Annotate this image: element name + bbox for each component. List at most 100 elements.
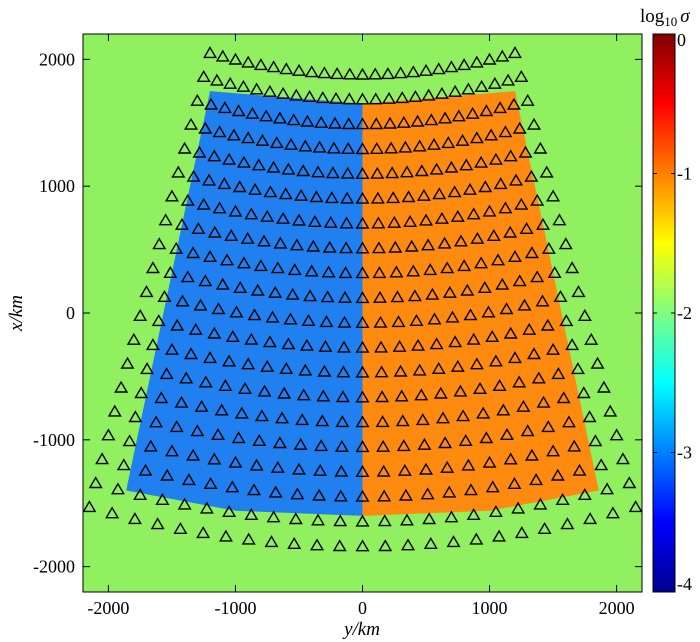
station-marker — [139, 285, 154, 298]
station-marker — [257, 384, 272, 397]
station-marker — [286, 113, 301, 126]
station-marker — [260, 209, 275, 222]
station-marker — [553, 290, 568, 302]
station-marker — [207, 452, 222, 465]
station-marker — [519, 222, 534, 235]
station-marker — [466, 508, 481, 520]
station-marker — [507, 46, 522, 59]
station-marker — [122, 434, 137, 447]
station-marker — [551, 367, 566, 380]
station-marker — [266, 510, 281, 523]
station-marker — [149, 415, 164, 428]
station-marker — [432, 187, 447, 200]
station-marker — [164, 189, 179, 202]
station-marker — [312, 140, 327, 153]
station-marker — [512, 375, 527, 388]
station-marker — [393, 66, 408, 79]
station-marker — [558, 237, 573, 250]
station-marker — [321, 265, 336, 278]
station-marker — [317, 364, 332, 377]
station-marker — [499, 302, 514, 315]
station-marker — [355, 191, 370, 204]
station-marker — [217, 177, 232, 190]
station-marker — [397, 463, 412, 476]
station-marker — [114, 380, 129, 393]
station-marker — [291, 213, 307, 226]
station-marker — [431, 62, 446, 75]
station-marker — [407, 289, 422, 302]
station-marker — [401, 190, 416, 203]
station-marker — [541, 420, 556, 433]
station-marker — [465, 106, 480, 119]
station-marker — [231, 104, 246, 117]
station-marker — [211, 302, 226, 315]
station-marker — [341, 117, 356, 130]
station-marker — [281, 162, 296, 175]
station-marker — [259, 109, 274, 122]
station-marker — [318, 339, 333, 352]
station-marker — [547, 266, 562, 278]
station-marker — [414, 388, 429, 401]
station-marker — [232, 180, 247, 193]
station-marker — [355, 291, 370, 304]
station-marker — [234, 406, 249, 419]
station-marker — [138, 463, 153, 476]
station-marker — [179, 371, 194, 384]
station-marker — [355, 365, 370, 378]
station-marker — [253, 58, 268, 71]
y-tick-label: 0 — [66, 303, 75, 323]
station-marker — [622, 476, 637, 489]
station-marker — [417, 437, 432, 450]
station-marker — [287, 263, 302, 276]
station-marker — [262, 84, 277, 97]
station-marker — [371, 216, 386, 229]
station-marker — [479, 104, 494, 117]
colorbar: 0 -1 -2 -3 -4 log10 σ — [640, 6, 692, 594]
station-marker — [127, 512, 142, 525]
station-marker — [416, 188, 431, 201]
station-marker — [390, 290, 405, 303]
station-marker — [334, 439, 349, 452]
station-marker — [355, 340, 370, 353]
station-marker — [392, 339, 407, 352]
station-marker — [262, 335, 277, 348]
station-marker — [355, 390, 370, 403]
station-marker — [215, 277, 230, 290]
station-marker — [396, 115, 411, 128]
station-marker — [272, 436, 287, 449]
x-tick-label: -2000 — [87, 598, 129, 618]
station-marker — [429, 337, 444, 350]
station-marker — [399, 513, 414, 526]
station-marker — [209, 73, 224, 86]
station-marker — [482, 455, 497, 468]
colorbar-title: log10 σ — [640, 6, 690, 29]
station-marker — [207, 326, 222, 339]
station-marker — [276, 86, 291, 99]
station-marker — [276, 211, 291, 224]
station-marker — [482, 204, 497, 217]
station-marker — [507, 351, 522, 364]
colorbar-tick-label: -1 — [677, 164, 692, 184]
station-marker — [559, 314, 574, 327]
station-marker — [228, 455, 243, 468]
station-marker — [270, 460, 285, 473]
station-marker — [207, 149, 222, 162]
station-marker — [173, 522, 188, 534]
station-marker — [373, 315, 388, 328]
station-marker — [423, 537, 438, 549]
station-marker — [514, 70, 529, 83]
station-marker — [314, 115, 329, 128]
station-marker — [266, 60, 281, 73]
station-marker — [169, 241, 184, 254]
station-marker — [609, 428, 624, 441]
station-marker — [469, 532, 484, 545]
station-marker — [330, 67, 345, 80]
station-marker — [338, 290, 353, 303]
station-marker — [190, 424, 205, 437]
station-marker — [488, 152, 503, 165]
station-marker — [183, 117, 199, 130]
station-marker — [535, 294, 550, 307]
station-marker — [448, 84, 463, 97]
station-marker — [461, 82, 476, 95]
station-marker — [249, 458, 264, 471]
